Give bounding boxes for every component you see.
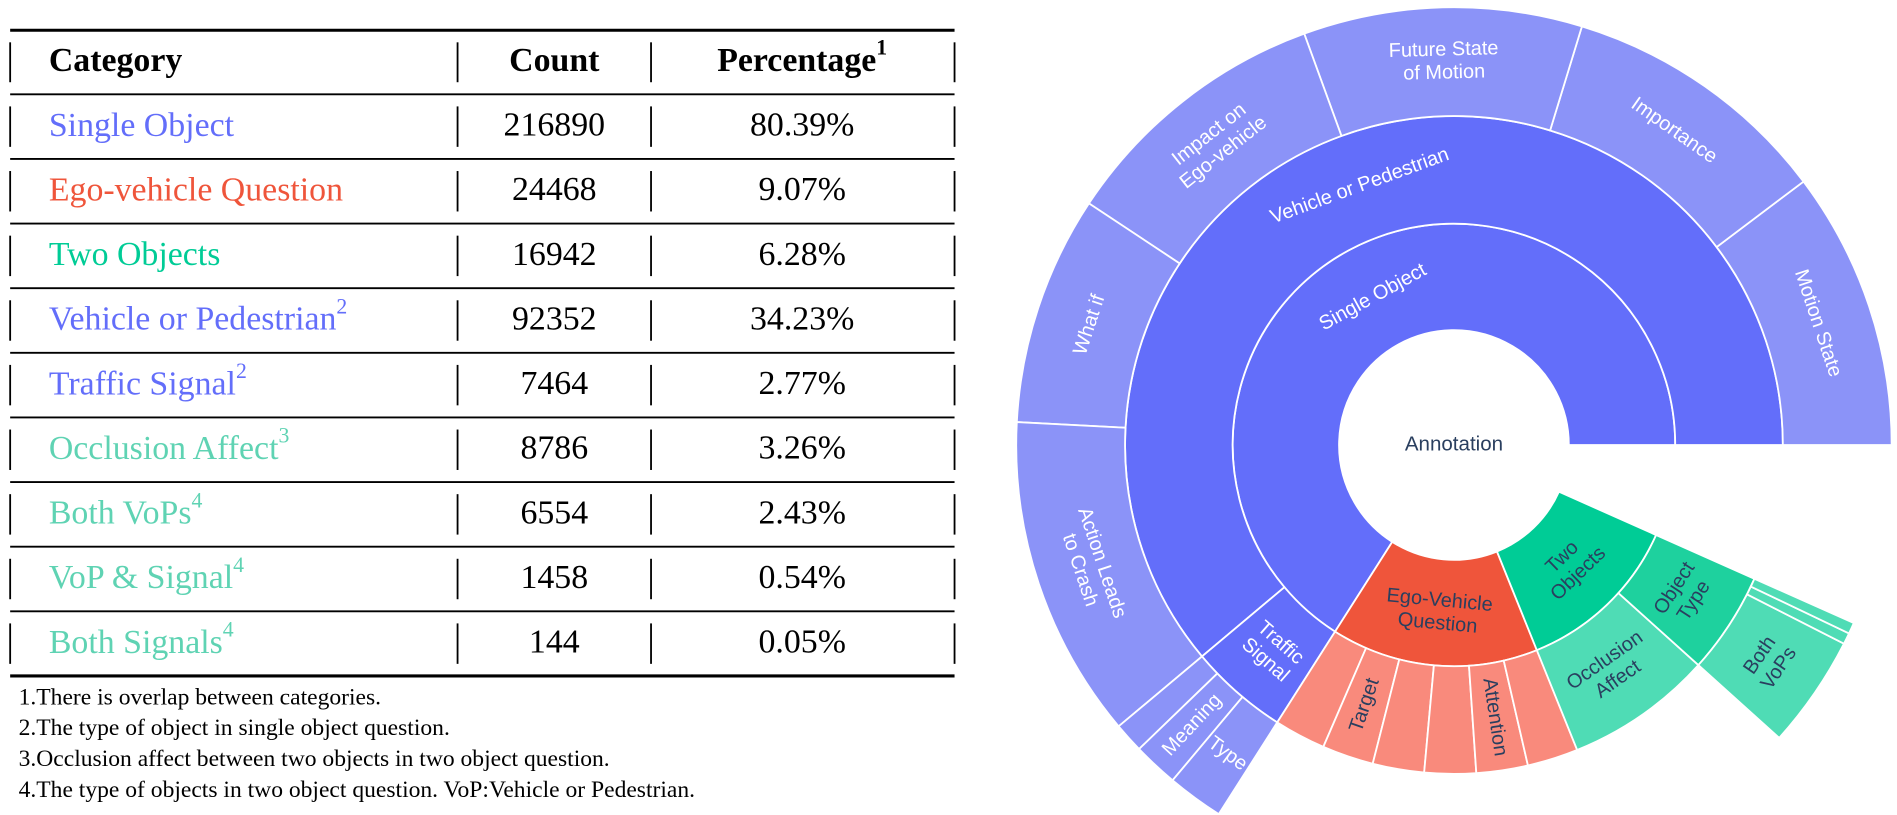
count-cell: 24468 [512,171,597,208]
count-cell: 92352 [512,300,597,337]
category-cell-text: Vehicle or Pedestrian [49,300,337,337]
category-cell: Occlusion Affect3 [49,424,290,467]
header-cell: Percentage1 [717,36,887,79]
category-cell-text: Two Objects [49,236,221,273]
wedge-label-line: of Motion [1403,60,1486,84]
count-cell: 144 [529,624,580,661]
category-cell-text: Occlusion Affect [49,430,279,467]
footnote-mark: 4 [233,553,244,577]
category-cell: Vehicle or Pedestrian2 [49,294,347,337]
header-cell: Count [509,42,600,79]
footnote-mark: 4 [223,618,234,642]
category-cell-text: Single Object [49,107,235,144]
sunburst-wedge [1749,577,1856,635]
footnote-mark: 2 [236,359,247,383]
header-cell-text: Category [49,42,183,79]
category-cell: Two Objects [49,236,221,273]
footnote-mark: 4 [192,488,203,512]
wedge-label-line: Future State [1388,37,1498,62]
category-cell: Ego-vehicle Question [49,171,343,208]
category-cell: VoP & Signal4 [49,553,244,596]
count-cell: 8786 [520,430,588,467]
percentage-cell: 80.39% [750,107,854,144]
count-cell: 7464 [520,365,588,402]
category-cell: Both Signals4 [49,618,234,661]
category-cell: Single Object [49,107,235,144]
percentage-cell: 9.07% [758,171,845,208]
percentage-cell: 2.43% [758,494,845,531]
category-cell-text: Both Signals [49,624,223,661]
percentage-cell: 34.23% [750,300,854,337]
sunburst-wedge [1423,664,1478,775]
count-cell: 6554 [520,494,588,531]
percentage-cell: 3.26% [758,430,845,467]
count-cell: 1458 [520,559,588,596]
footnote: 3.Occlusion affect between two objects i… [19,746,610,772]
header-cell-text: Percentage [717,42,876,79]
category-cell: Both VoPs4 [49,488,203,531]
count-cell: 216890 [504,107,606,144]
sunburst-wedge [1171,695,1279,815]
center-label: Annotation [1405,432,1503,455]
percentage-cell: 6.28% [758,236,845,273]
footnote-mark: 3 [278,424,289,448]
header-cell: Category [49,42,183,79]
footnote-mark: 1 [876,36,887,60]
percentage-cell: 0.05% [758,624,845,661]
footnote: 1.There is overlap between categories. [19,684,381,710]
category-cell-text: VoP & Signal [49,559,233,596]
category-cell-text: Traffic Signal [49,365,236,402]
footnote-mark: 2 [336,294,347,318]
category-cell-text: Both VoPs [49,494,192,531]
footnote: 4.The type of objects in two object ques… [19,777,695,803]
percentage-cell: 0.54% [758,559,845,596]
category-cell: Traffic Signal2 [49,359,247,402]
count-cell: 16942 [512,236,597,273]
header-cell-text: Count [509,42,600,79]
footnote: 2.The type of object in single object qu… [19,715,450,741]
sunburst: Single ObjectEgo-VehicleQuestionTwoObjec… [1015,6,1893,815]
percentage-cell: 2.77% [758,365,845,402]
category-cell-text: Ego-vehicle Question [49,171,343,208]
